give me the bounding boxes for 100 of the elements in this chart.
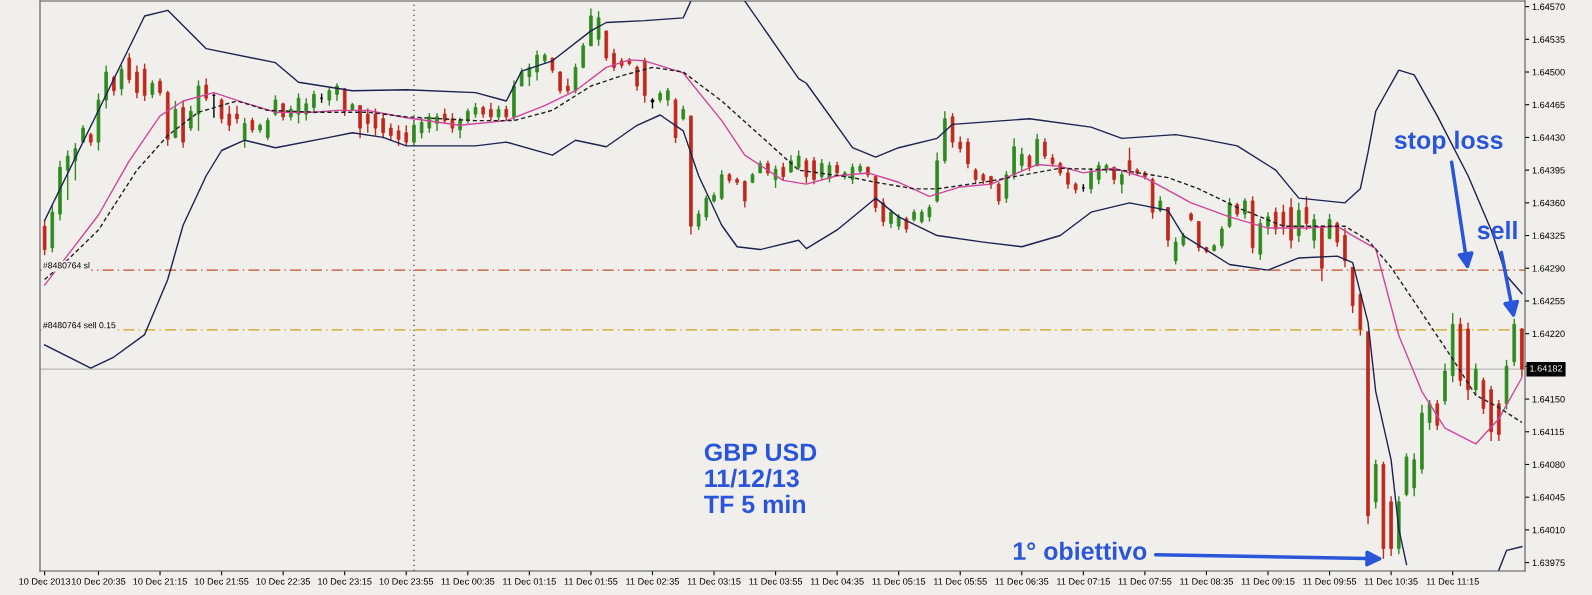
candlestick <box>527 62 532 87</box>
ref-line-label: #8480764 sl <box>43 262 90 269</box>
x-tick-label: 11 Dec 05:55 <box>934 578 987 585</box>
x-tick-label: 10 Dec 20:35 <box>71 578 126 585</box>
y-tick-label: 1.64500 <box>1532 68 1565 76</box>
candlestick <box>581 42 586 69</box>
x-tick-label: 11 Dec 05:15 <box>872 578 926 585</box>
candlestick <box>704 194 709 222</box>
candlestick <box>1173 236 1178 266</box>
y-tick-label: 1.64010 <box>1532 526 1565 534</box>
candlestick <box>296 92 301 125</box>
candlestick <box>1304 195 1309 231</box>
x-tick-label: 10 Dec 23:55 <box>379 578 434 585</box>
x-tick-label: 11 Dec 03:15 <box>687 578 741 585</box>
x-tick-label: 11 Dec 06:35 <box>995 578 1049 585</box>
candlestick <box>881 197 886 227</box>
x-tick-label: 11 Dec 08:35 <box>1180 578 1233 585</box>
x-tick-label: 10 Dec 21:15 <box>133 578 187 585</box>
candlestick <box>635 64 639 92</box>
candlestick <box>558 70 562 95</box>
candlestick <box>996 181 1001 206</box>
candlestick <box>573 62 578 95</box>
candlestick <box>812 156 816 185</box>
y-tick-label: 1.64360 <box>1532 199 1565 207</box>
candlestick <box>1127 147 1132 177</box>
x-tick-label: 11 Dec 09:15 <box>1241 578 1295 585</box>
candlestick <box>1066 167 1070 190</box>
x-tick-label: 11 Dec 11:15 <box>1426 578 1479 585</box>
y-tick-label: 1.64150 <box>1532 395 1565 403</box>
candlestick <box>1019 147 1024 172</box>
ref-line-label: 1.64182 <box>1530 365 1563 372</box>
candlestick <box>719 169 724 201</box>
candlestick <box>1327 213 1332 240</box>
candlestick <box>796 149 801 171</box>
candlestick <box>73 142 78 182</box>
y-tick-label: 1.64535 <box>1532 36 1565 43</box>
candlestick <box>358 104 362 140</box>
candlestick <box>742 179 747 209</box>
candlestick <box>265 117 270 141</box>
x-tick-label: 11 Dec 00:35 <box>441 578 495 585</box>
candlestick <box>1312 213 1316 250</box>
candlestick <box>404 124 409 147</box>
x-tick-label: 10 Dec 22:35 <box>256 578 311 585</box>
y-tick-label: 1.64115 <box>1532 428 1565 436</box>
candlestick <box>889 208 893 229</box>
candlestick <box>1281 204 1286 236</box>
candlestick <box>204 77 208 102</box>
candlestick <box>42 219 47 256</box>
x-tick-label: 11 Dec 07:55 <box>1118 578 1172 585</box>
candlestick <box>1243 197 1247 220</box>
candlestick <box>1043 137 1047 160</box>
candlestick <box>127 52 132 84</box>
candlestick <box>1220 225 1224 250</box>
y-tick-label: 1.64220 <box>1532 330 1565 338</box>
y-tick-label: 1.64045 <box>1532 494 1565 501</box>
candlestick <box>189 104 193 132</box>
candlestick <box>1335 220 1340 248</box>
ref-line-label: #8480764 sell 0.15 <box>43 321 116 329</box>
y-tick-label: 1.64080 <box>1532 461 1565 468</box>
y-tick-label: 1.64290 <box>1532 265 1565 272</box>
y-tick-label: 1.63975 <box>1532 559 1565 566</box>
annotation: stop loss <box>1394 130 1503 154</box>
x-tick-label: 11 Dec 01:55 <box>564 578 618 585</box>
candlestick <box>365 107 370 134</box>
x-tick-label: 11 Dec 09:55 <box>1303 578 1357 585</box>
annotation: GBP USD 11/12/13 TF 5 min <box>704 443 817 514</box>
x-tick-label: 11 Dec 07:15 <box>1057 578 1110 585</box>
candlestick <box>1089 167 1093 195</box>
y-tick-label: 1.64395 <box>1532 167 1565 174</box>
candlestick <box>135 64 139 99</box>
y-tick-label: 1.64430 <box>1532 134 1565 141</box>
candlestick <box>1004 170 1009 204</box>
candlestick <box>1435 399 1440 431</box>
x-tick-label: 11 Dec 03:55 <box>749 578 803 585</box>
candlestick <box>535 49 539 82</box>
candlestick <box>412 119 416 147</box>
x-tick-label: 11 Dec 02:35 <box>626 578 680 585</box>
candlestick <box>773 164 778 189</box>
candlestick <box>966 137 970 169</box>
candlestick <box>396 124 401 147</box>
candlestick <box>1473 362 1478 397</box>
y-tick-label: 1.64465 <box>1532 101 1565 109</box>
candlestick <box>696 209 701 231</box>
candlestick <box>119 64 124 97</box>
y-tick-label: 1.64325 <box>1532 232 1565 239</box>
candlestick <box>1427 399 1432 431</box>
x-tick-label: 11 Dec 10:35 <box>1364 578 1418 585</box>
candlestick <box>65 149 70 201</box>
candlestick <box>227 104 232 132</box>
x-tick-label: 10 Dec 21:55 <box>195 578 249 585</box>
x-tick-label: 10 Dec 23:15 <box>318 578 372 585</box>
candlestick <box>596 10 601 47</box>
candlestick <box>804 157 809 184</box>
candlestick <box>419 117 424 140</box>
x-tick-label: 10 Dec 2013 <box>19 578 71 585</box>
candlestick <box>373 107 378 137</box>
candlestick <box>458 117 462 140</box>
y-tick-label: 1.64255 <box>1532 297 1565 305</box>
y-tick-label: 1.64570 <box>1532 3 1565 11</box>
candlestick <box>850 162 855 185</box>
